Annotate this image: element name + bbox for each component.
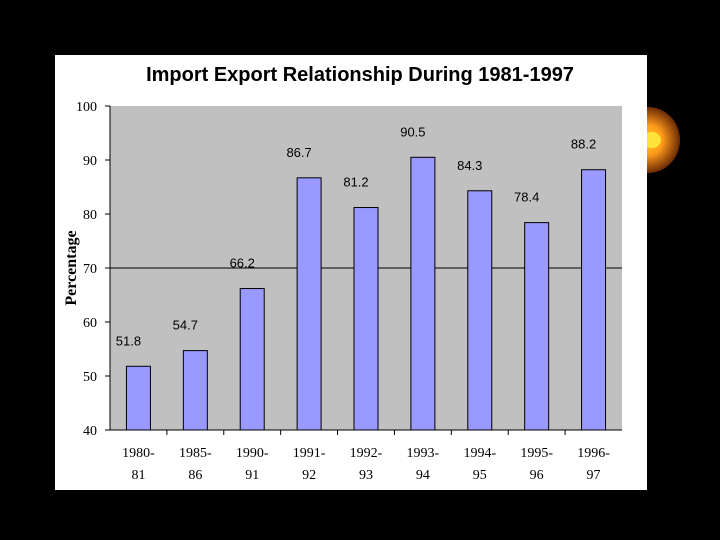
x-tick-label: 81 [131,468,145,483]
y-tick-label: 60 [83,316,97,331]
bar [410,156,436,431]
bar [353,207,379,431]
y-axis-label: Percentage [63,230,80,305]
y-tick-label: 90 [83,154,97,169]
bar [467,190,493,431]
bar [296,177,322,431]
x-tick-label: 96 [530,468,544,483]
x-tick-label: 1985- [179,446,212,461]
y-tick-label: 80 [83,208,97,223]
data-label: 78.4 [514,190,539,205]
data-label: 66.2 [230,256,255,271]
x-tick-label: 1995- [520,446,553,461]
x-tick-label: 1990- [236,446,269,461]
bar [125,365,151,431]
y-tick-label: 70 [83,262,97,277]
x-ticks: 1980- 81 1985- 86 1990- 91 1991- 92 1992- 93 1993-… [122,430,610,483]
data-label: 51.8 [116,333,141,348]
x-tick-label: 92 [302,468,316,483]
x-tick-label: 1994- [463,446,496,461]
data-label: 88.2 [571,137,596,152]
x-tick-label: 1993- [407,446,440,461]
data-label: 84.3 [457,158,482,173]
data-label: 86.7 [286,145,311,160]
x-tick-label: 93 [359,468,373,483]
x-tick-label: 1991- [293,446,326,461]
chart-title: Import Export Relationship During 1981-1… [146,64,574,86]
x-tick-label: 94 [416,468,430,483]
x-tick-label: 86 [188,468,202,483]
y-ticks: 40 50 60 70 80 90 100 [76,100,110,439]
data-label: 90.5 [400,124,425,139]
x-tick-label: 97 [587,468,601,483]
x-tick-label: 91 [245,468,259,483]
bar [524,222,550,431]
bar [581,169,607,431]
data-label: 54.7 [173,318,198,333]
x-tick-label: 1992- [350,446,383,461]
x-tick-label: 95 [473,468,487,483]
bar [239,288,265,431]
data-label: 81.2 [343,175,368,190]
x-tick-label: 1980- [122,446,155,461]
y-tick-label: 100 [76,100,97,115]
bar [182,350,208,431]
x-tick-label: 1996- [577,446,610,461]
y-tick-label: 40 [83,424,97,439]
y-tick-label: 50 [83,370,97,385]
bars: 51.8 54.7 66.2 86.7 81.2 90.5 84.3 78.4 88.2 [116,124,607,431]
